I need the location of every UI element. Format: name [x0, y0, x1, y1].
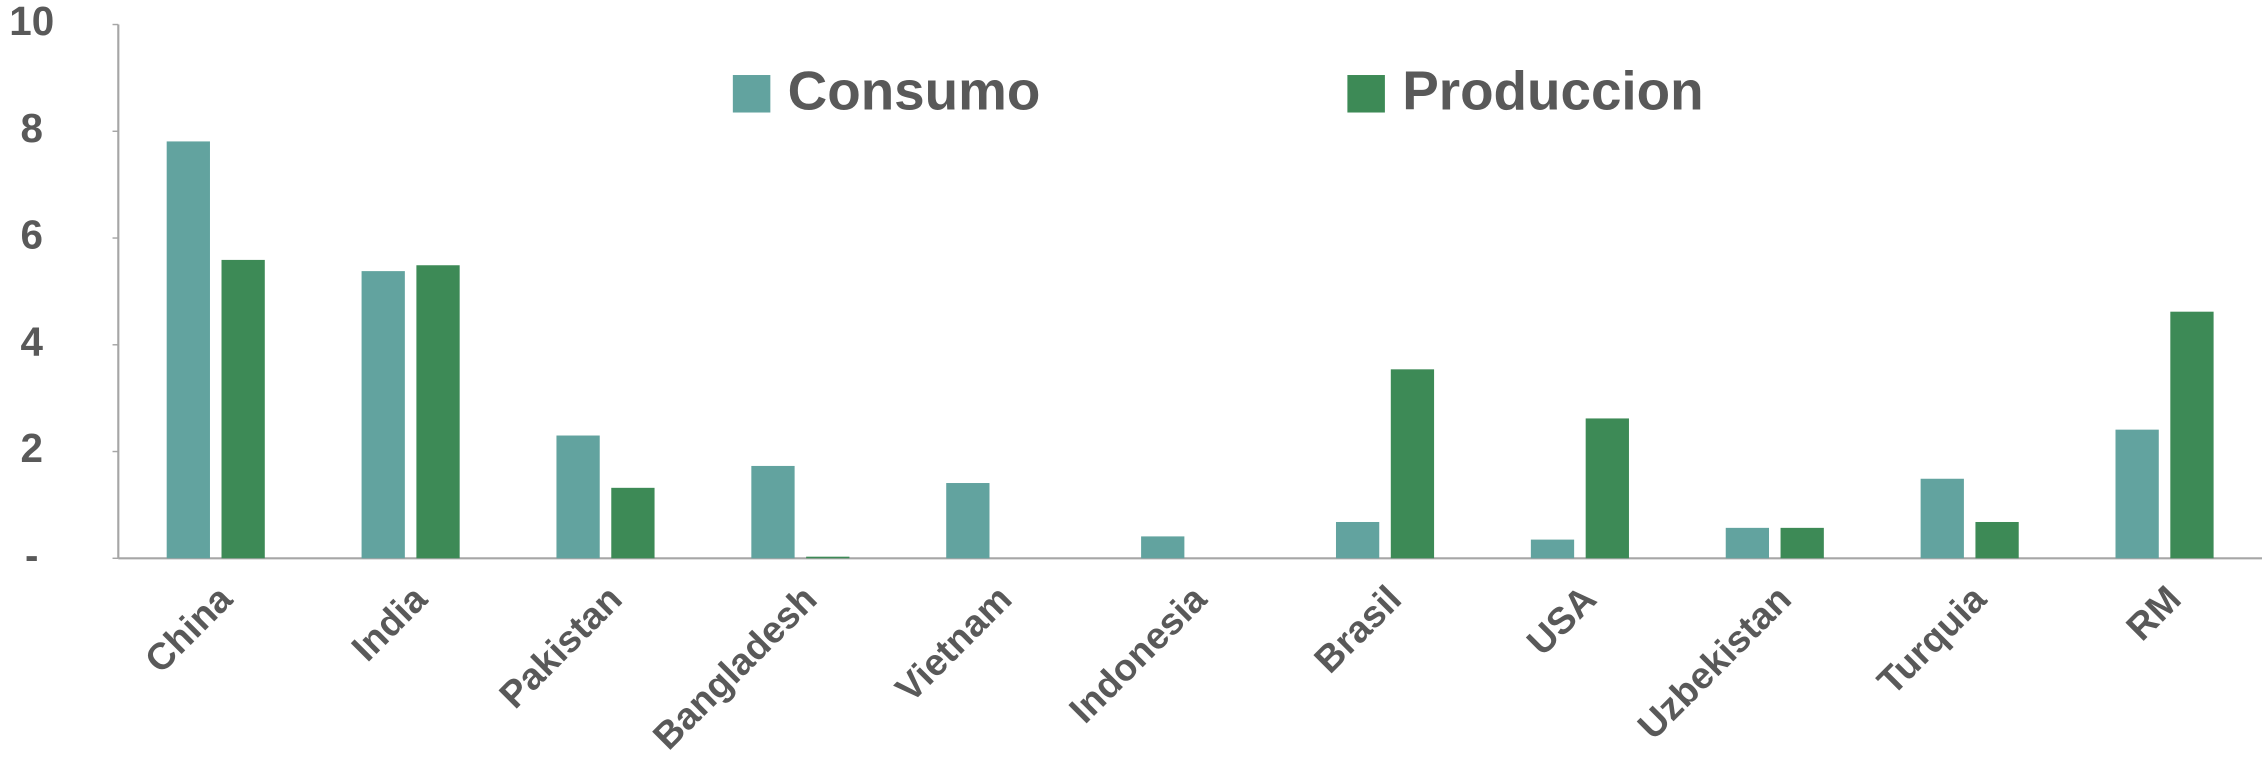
bar	[1585, 418, 1629, 559]
x-tick-label: India	[343, 577, 435, 669]
legend-label: Consumo	[788, 60, 1041, 122]
x-tick-label: Uzbekistan	[1629, 577, 1799, 747]
legend-swatch	[1347, 75, 1385, 113]
bar	[1780, 527, 1824, 559]
bar	[2170, 311, 2214, 559]
legend-swatch	[732, 75, 771, 113]
x-tick-label: Bangladesh	[645, 577, 825, 757]
bar	[1530, 539, 1575, 559]
x-tick-label: Turquia	[1869, 577, 1995, 703]
y-tick-label: 6	[21, 212, 43, 258]
x-tick-label: Brasil	[1306, 577, 1409, 680]
bar	[1975, 521, 2019, 559]
x-tick-label: Pakistan	[491, 577, 630, 716]
bar	[611, 487, 655, 559]
x-tick-label: Indonesia	[1061, 577, 1215, 731]
bar	[361, 271, 405, 559]
bar	[946, 483, 990, 559]
legend-label: Produccion	[1402, 60, 1703, 122]
y-tick-label: 4	[21, 318, 44, 364]
bar	[221, 259, 265, 559]
bar	[166, 141, 210, 559]
y-tick-label: 8	[21, 105, 43, 151]
bar	[806, 556, 850, 559]
bar	[1725, 527, 1770, 559]
bar	[1141, 536, 1185, 559]
bar	[416, 265, 460, 559]
x-tick-label: RM	[2118, 577, 2189, 648]
x-tick-label: USA	[1518, 577, 1604, 663]
y-tick-label: 10	[9, 0, 54, 44]
x-tick-label: Vietnam	[887, 577, 1019, 709]
x-tick-label: China	[137, 577, 241, 681]
bar	[2115, 429, 2159, 559]
bar	[1920, 478, 1964, 559]
bar	[1390, 369, 1435, 559]
bar	[1335, 521, 1380, 559]
y-tick-label: 2	[21, 425, 43, 471]
bar	[751, 465, 795, 559]
bar	[556, 435, 600, 559]
y-tick-label: -	[25, 532, 38, 578]
